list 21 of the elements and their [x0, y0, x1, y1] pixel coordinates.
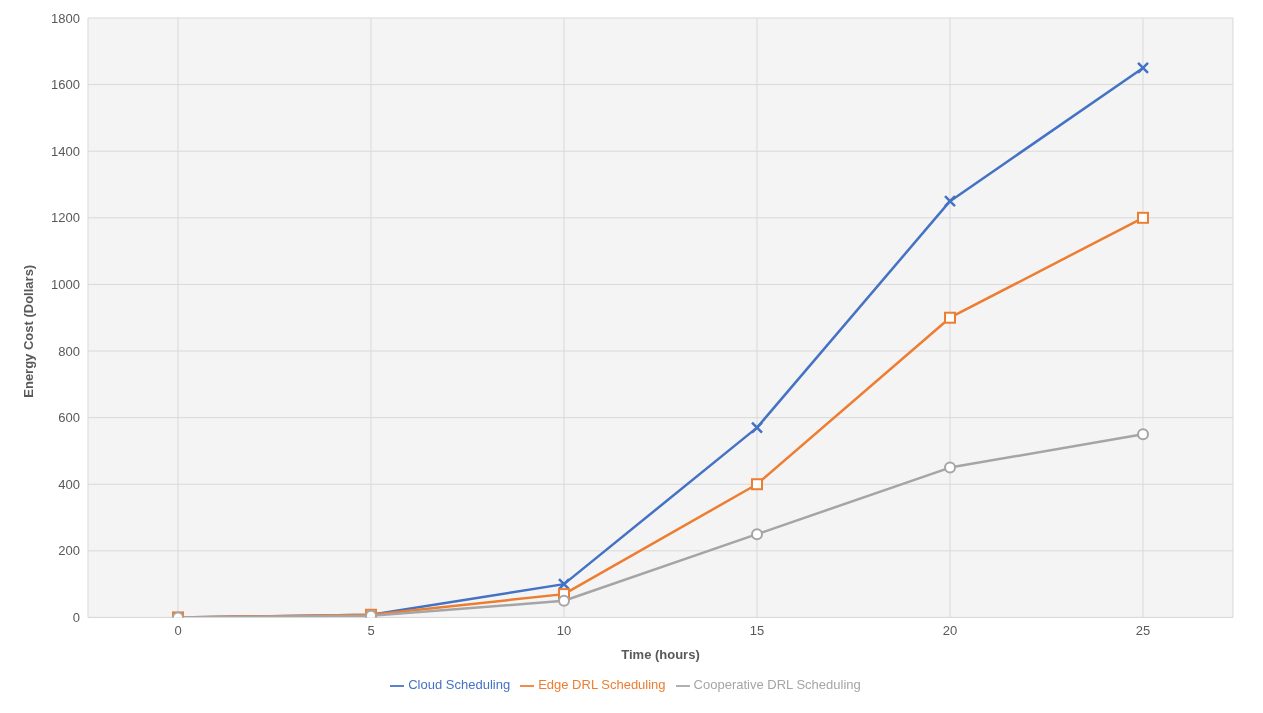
y-tick-label: 1800: [51, 10, 80, 26]
y-axis-title: Energy Cost (Dollars): [20, 264, 36, 398]
y-tick-label: 1600: [51, 77, 80, 93]
x-tick-label: 10: [556, 622, 572, 638]
y-tick-label: 1000: [51, 277, 80, 293]
y-tick-label: 200: [58, 543, 80, 559]
legend-label: Cloud Scheduling: [408, 677, 511, 693]
y-tick-label: 1200: [51, 210, 80, 226]
legend-label: Cooperative DRL Scheduling: [693, 677, 861, 693]
legend-label: Edge DRL Scheduling: [538, 677, 666, 693]
y-tick-label: 600: [58, 410, 80, 426]
y-tick-label: 400: [58, 476, 80, 492]
x-tick-label: 20: [942, 622, 958, 638]
x-tick-label: 15: [749, 622, 765, 638]
y-tick-label: 1400: [51, 143, 80, 159]
x-tick-label: 0: [174, 622, 182, 638]
x-tick-label: 25: [1135, 622, 1151, 638]
x-tick-label: 5: [367, 622, 375, 638]
y-tick-label: 0: [72, 610, 80, 626]
x-axis-title: Time (hours): [621, 647, 700, 663]
y-tick-label: 800: [58, 343, 80, 359]
